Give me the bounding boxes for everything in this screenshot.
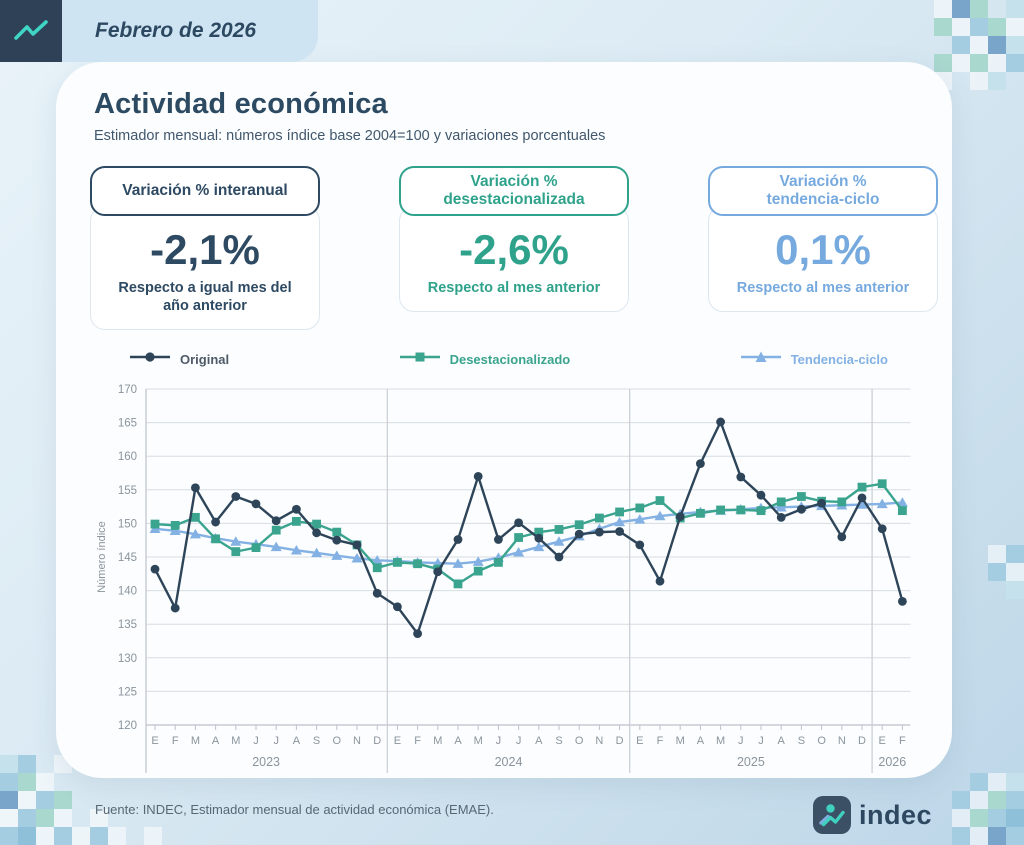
- svg-text:E: E: [151, 735, 158, 747]
- legend-item-desestacionalizado: Desestacionalizado: [398, 350, 571, 369]
- legend-label: Tendencia-ciclo: [790, 352, 888, 368]
- stat-card-desestacionalizada: Variación % desestacionalizada -2,6% Res…: [399, 166, 629, 330]
- stat-caption: Respecto al mes anterior: [427, 280, 601, 296]
- legend-label: Original: [180, 352, 230, 368]
- indec-logo: indec: [812, 796, 932, 834]
- mosaic-decoration: [0, 755, 72, 845]
- svg-text:S: S: [798, 735, 805, 747]
- original-line-marker-icon: [128, 350, 172, 369]
- svg-text:A: A: [697, 735, 705, 747]
- svg-text:S: S: [555, 735, 562, 747]
- desestacionalizado-line-marker-icon: [398, 350, 442, 369]
- svg-text:125: 125: [118, 687, 137, 699]
- svg-text:J: J: [253, 735, 259, 747]
- svg-text:J: J: [496, 735, 502, 747]
- svg-text:A: A: [778, 735, 786, 747]
- main-card: Actividad económica Estimador mensual: n…: [56, 62, 952, 778]
- svg-text:M: M: [474, 735, 483, 747]
- legend-item-tendencia-ciclo: Tendencia-ciclo: [739, 350, 888, 369]
- stat-card-title: Variación % tendencia-ciclo: [708, 166, 938, 216]
- svg-text:A: A: [454, 735, 462, 747]
- svg-text:2025: 2025: [737, 755, 765, 769]
- svg-text:S: S: [313, 735, 320, 747]
- svg-text:J: J: [273, 735, 279, 747]
- svg-text:120: 120: [118, 720, 137, 732]
- svg-text:170: 170: [118, 384, 137, 396]
- stat-value: 0,1%: [775, 226, 871, 273]
- svg-text:2026: 2026: [878, 755, 906, 769]
- page-title: Actividad económica: [94, 88, 388, 120]
- svg-text:N: N: [353, 735, 361, 747]
- zigzag-line-icon: [14, 20, 48, 40]
- svg-text:140: 140: [118, 586, 137, 598]
- mosaic-decoration: [934, 0, 1024, 90]
- svg-text:A: A: [293, 735, 301, 747]
- legend-label: Desestacionalizado: [449, 352, 571, 368]
- svg-text:E: E: [394, 735, 401, 747]
- svg-text:E: E: [879, 735, 886, 747]
- mosaic-decoration: [988, 545, 1024, 599]
- svg-text:J: J: [738, 735, 744, 747]
- svg-text:D: D: [858, 735, 866, 747]
- stat-card-interanual: Variación % interanual -2,1% Respecto a …: [90, 166, 320, 331]
- svg-text:M: M: [191, 735, 200, 747]
- svg-text:150: 150: [118, 519, 137, 531]
- svg-text:D: D: [616, 735, 624, 747]
- stat-caption: Respecto a igual mes del año anterior: [118, 280, 292, 315]
- svg-text:F: F: [414, 735, 421, 747]
- stat-card-body: -2,1% Respecto a igual mes del año anter…: [90, 206, 320, 331]
- svg-text:165: 165: [118, 418, 137, 430]
- chart-legend: Original Desestacionalizado Tendencia-ci…: [128, 350, 888, 369]
- svg-text:N: N: [838, 735, 846, 747]
- svg-text:J: J: [516, 735, 522, 747]
- stat-value: -2,1%: [150, 226, 260, 273]
- stat-value: -2,6%: [459, 226, 569, 273]
- svg-text:A: A: [212, 735, 220, 747]
- svg-text:E: E: [636, 735, 643, 747]
- svg-text:M: M: [433, 735, 442, 747]
- svg-text:155: 155: [118, 485, 137, 497]
- svg-text:M: M: [676, 735, 685, 747]
- stat-card-tendencia-ciclo: Variación % tendencia-ciclo 0,1% Respect…: [708, 166, 938, 330]
- indec-logo-icon: [812, 796, 851, 834]
- page-subtitle: Estimador mensual: números índice base 2…: [94, 128, 606, 144]
- indec-logo-text: indec: [858, 799, 932, 830]
- stat-card-body: -2,6% Respecto al mes anterior: [399, 206, 629, 313]
- tendencia-ciclo-line-marker-icon: [739, 350, 783, 369]
- stat-card-title: Variación % desestacionalizada: [399, 166, 629, 216]
- mosaic-decoration: [952, 773, 1024, 845]
- svg-text:N: N: [595, 735, 603, 747]
- mosaic-decoration: [72, 809, 180, 845]
- svg-text:O: O: [817, 735, 826, 747]
- source-note: Fuente: INDEC, Estimador mensual de acti…: [95, 802, 494, 817]
- svg-text:J: J: [758, 735, 764, 747]
- svg-text:135: 135: [118, 619, 137, 631]
- svg-text:D: D: [373, 735, 381, 747]
- svg-text:O: O: [575, 735, 584, 747]
- svg-text:2023: 2023: [252, 755, 280, 769]
- svg-text:F: F: [899, 735, 906, 747]
- stat-cards-row: Variación % interanual -2,1% Respecto a …: [90, 166, 938, 331]
- svg-text:F: F: [172, 735, 179, 747]
- svg-text:M: M: [716, 735, 725, 747]
- stat-caption: Respecto al mes anterior: [736, 280, 910, 296]
- svg-text:2024: 2024: [495, 755, 523, 769]
- legend-item-original: Original: [128, 350, 229, 369]
- stat-card-title: Variación % interanual: [90, 166, 320, 216]
- line-chart: 120 125 130 135 140 145 150 155 160 165 170 E F M A M J J…: [89, 377, 952, 792]
- svg-text:Número índice: Número índice: [96, 521, 108, 593]
- svg-text:O: O: [333, 735, 342, 747]
- report-period: Febrero de 2026: [95, 19, 257, 42]
- svg-text:145: 145: [118, 552, 137, 564]
- header-logo-square: [0, 0, 62, 62]
- svg-text:M: M: [231, 735, 240, 747]
- svg-text:130: 130: [118, 653, 137, 665]
- stat-card-body: 0,1% Respecto al mes anterior: [708, 206, 938, 313]
- svg-text:F: F: [657, 735, 664, 747]
- svg-text:160: 160: [118, 451, 137, 463]
- svg-text:A: A: [535, 735, 543, 747]
